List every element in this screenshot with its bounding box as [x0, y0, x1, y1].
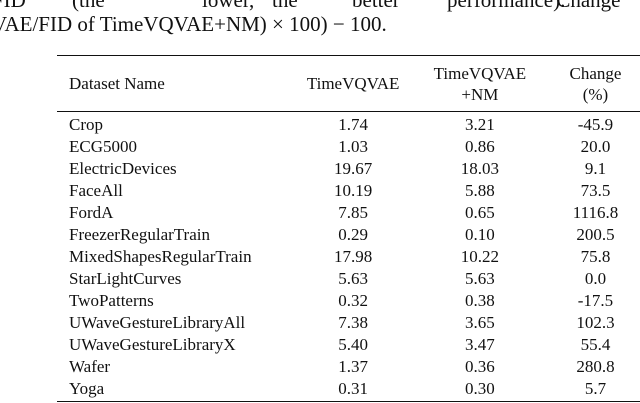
- caption-line-2: VAE/FID of TimeVQVAE+NM) × 100) − 100.: [0, 12, 387, 36]
- cell-timevqvae: 7.38: [338, 313, 368, 332]
- table-row: UWaveGestureLibraryX 5.40 3.47 55.4: [57, 334, 640, 356]
- header-change: Change (%): [551, 57, 640, 110]
- cell-timevqvae-nm: 0.30: [465, 379, 495, 398]
- cell-change: 102.3: [576, 313, 615, 332]
- cell-dataset-name: ElectricDevices: [69, 159, 177, 178]
- table-header-rule: [57, 111, 640, 112]
- table-row: FaceAll 10.19 5.88 73.5: [57, 180, 640, 202]
- cell-change: 1116.8: [572, 203, 619, 222]
- results-table: Dataset Name TimeVQVAE TimeVQVAE +NM Cha…: [57, 57, 640, 400]
- table-row: ECG5000 1.03 0.86 20.0: [57, 136, 640, 158]
- header-dataset-name: Dataset Name: [69, 74, 165, 93]
- cell-timevqvae-nm: 0.36: [465, 357, 495, 376]
- cell-timevqvae-nm: 3.47: [465, 335, 495, 354]
- table-row: Wafer 1.37 0.36 280.8: [57, 356, 640, 378]
- cell-timevqvae: 10.19: [333, 181, 373, 200]
- cell-dataset-name: FaceAll: [69, 181, 123, 200]
- cell-change: 75.8: [580, 247, 611, 266]
- cell-change: -45.9: [577, 115, 614, 134]
- cell-change: 0.0: [584, 269, 607, 288]
- cell-timevqvae: 0.31: [338, 379, 368, 398]
- table-bottom-rule: [57, 401, 640, 403]
- cell-timevqvae-nm: 0.65: [465, 203, 495, 222]
- cell-timevqvae-nm: 5.88: [465, 181, 495, 200]
- cell-timevqvae-nm: 18.03: [460, 159, 500, 178]
- cell-timevqvae: 5.40: [338, 335, 368, 354]
- cell-timevqvae: 0.32: [338, 291, 368, 310]
- caption-word: “Change”: [547, 0, 630, 12]
- table-row: ElectricDevices 19.67 18.03 9.1: [57, 158, 640, 180]
- cell-timevqvae-nm: 0.38: [465, 291, 495, 310]
- cell-dataset-name: TwoPatterns: [69, 291, 154, 310]
- header-change-line1: Change: [569, 63, 622, 83]
- cell-timevqvae: 5.63: [338, 269, 368, 288]
- cell-change: 20.0: [580, 137, 611, 156]
- cell-timevqvae: 1.03: [338, 137, 368, 156]
- table-row: Crop 1.74 3.21 -45.9: [57, 110, 640, 136]
- cell-dataset-name: UWaveGestureLibraryX: [69, 335, 236, 354]
- cell-timevqvae: 7.85: [338, 203, 368, 222]
- caption-word: the: [272, 0, 298, 12]
- cell-change: -17.5: [577, 291, 614, 310]
- cell-dataset-name: Yoga: [69, 379, 105, 398]
- table-row: FreezerRegularTrain 0.29 0.10 200.5: [57, 224, 640, 246]
- header-change-line2: (%): [582, 84, 609, 104]
- cell-change: 9.1: [584, 159, 607, 178]
- cell-timevqvae: 17.98: [333, 247, 373, 266]
- cell-timevqvae-nm: 3.21: [465, 115, 495, 134]
- table-row: UWaveGestureLibraryAll 7.38 3.65 102.3: [57, 312, 640, 334]
- cell-dataset-name: Crop: [69, 115, 103, 134]
- header-timevqvae-nm-line1: TimeVQVAE: [433, 63, 527, 83]
- cell-dataset-name: StarLightCurves: [69, 269, 182, 288]
- cell-timevqvae-nm: 0.86: [465, 137, 495, 156]
- caption-word: FID: [0, 0, 26, 12]
- caption-word: lower,: [202, 0, 255, 12]
- cell-dataset-name: ECG5000: [69, 137, 137, 156]
- table-header-row: Dataset Name TimeVQVAE TimeVQVAE +NM Cha…: [57, 57, 640, 110]
- table-row: FordA 7.85 0.65 1116.8: [57, 202, 640, 224]
- header-timevqvae: TimeVQVAE: [306, 74, 400, 93]
- cell-timevqvae-nm: 0.10: [465, 225, 495, 244]
- cell-timevqvae: 0.29: [338, 225, 368, 244]
- cell-timevqvae: 1.74: [338, 115, 368, 134]
- cell-change: 55.4: [580, 335, 611, 354]
- cell-timevqvae-nm: 3.65: [465, 313, 495, 332]
- cell-change: 5.7: [584, 379, 607, 398]
- cell-dataset-name: UWaveGestureLibraryAll: [69, 313, 246, 332]
- cell-timevqvae-nm: 5.63: [465, 269, 495, 288]
- table-row: MixedShapesRegularTrain 17.98 10.22 75.8: [57, 246, 640, 268]
- table-top-rule: [57, 55, 640, 57]
- cell-timevqvae: 1.37: [338, 357, 368, 376]
- cell-change: 73.5: [580, 181, 611, 200]
- cell-dataset-name: FreezerRegularTrain: [69, 225, 210, 244]
- cell-dataset-name: FordA: [69, 203, 114, 222]
- table-row: Yoga 0.31 0.30 5.7: [57, 378, 640, 400]
- cell-dataset-name: MixedShapesRegularTrain: [69, 247, 252, 266]
- header-timevqvae-nm-line2: +NM: [461, 84, 499, 104]
- cell-timevqvae-nm: 10.22: [460, 247, 500, 266]
- table-row: StarLightCurves 5.63 5.63 0.0: [57, 268, 640, 290]
- cell-timevqvae: 19.67: [333, 159, 373, 178]
- caption-word: (the: [72, 0, 105, 12]
- header-timevqvae-nm: TimeVQVAE +NM: [409, 57, 551, 110]
- caption-word: performance).: [447, 0, 566, 12]
- cell-dataset-name: Wafer: [69, 357, 111, 376]
- table-row: TwoPatterns 0.32 0.38 -17.5: [57, 290, 640, 312]
- cell-change: 200.5: [576, 225, 615, 244]
- table-body: Crop 1.74 3.21 -45.9 ECG5000 1.03 0.86 20.0 Elec…: [57, 110, 640, 400]
- cell-change: 280.8: [576, 357, 615, 376]
- caption-word: better: [352, 0, 400, 12]
